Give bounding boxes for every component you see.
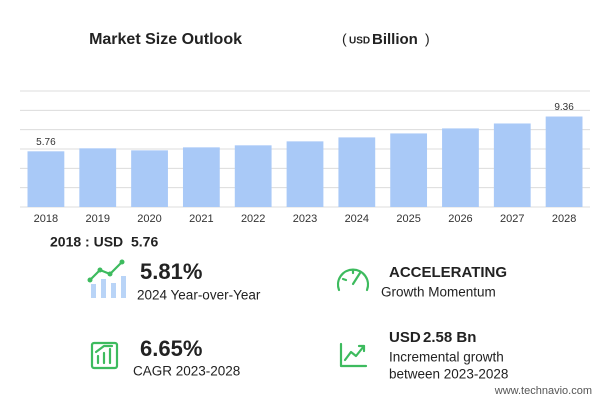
stat-label: Incremental growth — [389, 350, 504, 365]
bar — [79, 148, 117, 207]
stat-label: Growth Momentum — [381, 285, 496, 300]
gauge-icon — [336, 268, 370, 292]
x-tick-label: 2026 — [448, 213, 472, 225]
stat-value: 5.81% — [140, 259, 202, 284]
x-tick-label: 2024 — [345, 213, 369, 225]
stat-value: 6.65% — [140, 336, 202, 361]
unit-open: ( — [342, 31, 347, 47]
bar — [286, 141, 324, 207]
x-tick-label: 2023 — [293, 213, 317, 225]
incremental-icon — [339, 342, 368, 368]
x-tick-label: 2020 — [137, 213, 161, 225]
growth-icon — [87, 259, 126, 298]
stat-value: 2.58 Bn — [423, 329, 476, 346]
x-tick-label: 2018 — [34, 213, 58, 225]
unit-close: ) — [425, 31, 430, 47]
x-tick-label: 2021 — [189, 213, 213, 225]
stat-label: between 2023-2028 — [389, 367, 508, 382]
data-label: 9.36 — [554, 102, 574, 113]
chart-title: Market Size Outlook — [89, 31, 242, 48]
bar — [442, 128, 479, 207]
x-tick-label: 2027 — [500, 213, 524, 225]
unit-name: Billion — [372, 31, 418, 48]
bar — [338, 137, 376, 207]
bar — [27, 151, 65, 207]
data-label: 5.76 — [36, 137, 56, 148]
stat-prefix: USD — [389, 329, 421, 346]
x-tick-label: 2022 — [241, 213, 265, 225]
stat-label: 2024 Year-over-Year — [137, 288, 261, 303]
bar — [234, 145, 272, 207]
cagr-icon — [90, 341, 119, 370]
stat-label: CAGR 2023-2028 — [133, 364, 240, 379]
stat-value: ACCELERATING — [389, 264, 507, 281]
x-tick-label: 2028 — [552, 213, 576, 225]
bar — [182, 147, 220, 207]
bar — [493, 123, 531, 207]
bar — [390, 133, 428, 207]
summary-label: 2018 : USD — [50, 234, 123, 250]
bar — [545, 116, 583, 207]
x-tick-label: 2025 — [396, 213, 420, 225]
unit-currency: USD — [349, 36, 370, 47]
footer: www.technavio.com — [494, 385, 592, 397]
summary-value: 5.76 — [131, 234, 158, 250]
bar — [131, 150, 168, 207]
x-tick-label: 2019 — [85, 213, 109, 225]
